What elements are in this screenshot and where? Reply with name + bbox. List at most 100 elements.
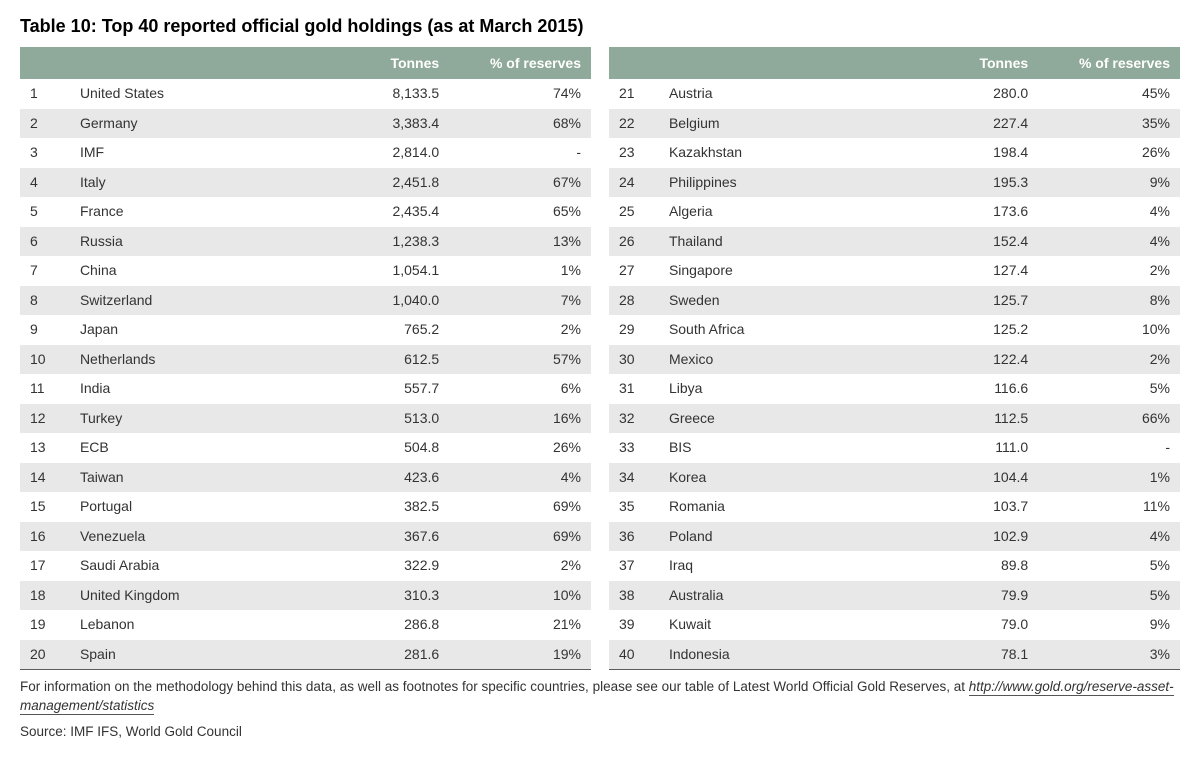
footnote-text: For information on the methodology behin… xyxy=(20,679,969,694)
cell-tonnes: 1,040.0 xyxy=(319,286,449,316)
cell-rank: 27 xyxy=(609,256,659,286)
cell-pct: 2% xyxy=(1038,256,1180,286)
table-row: 14Taiwan423.64% xyxy=(20,463,591,493)
cell-pct: 11% xyxy=(1038,492,1180,522)
cell-pct: - xyxy=(449,138,591,168)
table-row: 32Greece112.566% xyxy=(609,404,1180,434)
table-row: 10Netherlands612.557% xyxy=(20,345,591,375)
cell-pct: 1% xyxy=(1038,463,1180,493)
cell-rank: 26 xyxy=(609,227,659,257)
cell-rank: 18 xyxy=(20,581,70,611)
table-row: 7China1,054.11% xyxy=(20,256,591,286)
cell-name: ECB xyxy=(70,433,319,463)
cell-pct: 69% xyxy=(449,522,591,552)
cell-name: Poland xyxy=(659,522,908,552)
cell-tonnes: 127.4 xyxy=(908,256,1038,286)
cell-tonnes: 79.9 xyxy=(908,581,1038,611)
cell-rank: 15 xyxy=(20,492,70,522)
cell-name: BIS xyxy=(659,433,908,463)
cell-pct: 2% xyxy=(1038,345,1180,375)
footnote: For information on the methodology behin… xyxy=(20,678,1180,716)
cell-name: South Africa xyxy=(659,315,908,345)
cell-pct: 19% xyxy=(449,640,591,670)
cell-pct: 26% xyxy=(449,433,591,463)
gold-holdings-table-left: Tonnes % of reserves 1United States8,133… xyxy=(20,47,591,670)
cell-tonnes: 79.0 xyxy=(908,610,1038,640)
table-title: Table 10: Top 40 reported official gold … xyxy=(20,16,1180,37)
cell-rank: 10 xyxy=(20,345,70,375)
cell-pct: 2% xyxy=(449,315,591,345)
cell-tonnes: 612.5 xyxy=(319,345,449,375)
cell-name: Portugal xyxy=(70,492,319,522)
cell-rank: 29 xyxy=(609,315,659,345)
cell-rank: 17 xyxy=(20,551,70,581)
table-row: 16Venezuela367.669% xyxy=(20,522,591,552)
table-row: 5France2,435.465% xyxy=(20,197,591,227)
cell-tonnes: 504.8 xyxy=(319,433,449,463)
cell-tonnes: 112.5 xyxy=(908,404,1038,434)
table-row: 28Sweden125.78% xyxy=(609,286,1180,316)
cell-rank: 7 xyxy=(20,256,70,286)
cell-name: Venezuela xyxy=(70,522,319,552)
cell-rank: 4 xyxy=(20,168,70,198)
cell-name: Singapore xyxy=(659,256,908,286)
cell-rank: 39 xyxy=(609,610,659,640)
cell-tonnes: 122.4 xyxy=(908,345,1038,375)
cell-pct: 74% xyxy=(449,79,591,109)
cell-tonnes: 195.3 xyxy=(908,168,1038,198)
cell-tonnes: 382.5 xyxy=(319,492,449,522)
cell-pct: 4% xyxy=(1038,197,1180,227)
cell-tonnes: 1,238.3 xyxy=(319,227,449,257)
cell-pct: 66% xyxy=(1038,404,1180,434)
cell-name: Australia xyxy=(659,581,908,611)
table-row: 12Turkey513.016% xyxy=(20,404,591,434)
cell-name: Japan xyxy=(70,315,319,345)
cell-pct: 5% xyxy=(1038,551,1180,581)
cell-tonnes: 173.6 xyxy=(908,197,1038,227)
table-row: 22Belgium227.435% xyxy=(609,109,1180,139)
cell-name: Spain xyxy=(70,640,319,670)
table-row: 31Libya116.65% xyxy=(609,374,1180,404)
cell-tonnes: 281.6 xyxy=(319,640,449,670)
table-row: 26Thailand152.44% xyxy=(609,227,1180,257)
table-row: 36Poland102.94% xyxy=(609,522,1180,552)
cell-pct: 2% xyxy=(449,551,591,581)
cell-tonnes: 322.9 xyxy=(319,551,449,581)
cell-name: China xyxy=(70,256,319,286)
cell-name: Korea xyxy=(659,463,908,493)
cell-rank: 14 xyxy=(20,463,70,493)
cell-rank: 24 xyxy=(609,168,659,198)
cell-name: Netherlands xyxy=(70,345,319,375)
table-row: 9Japan765.22% xyxy=(20,315,591,345)
table-row: 15Portugal382.569% xyxy=(20,492,591,522)
cell-pct: 5% xyxy=(1038,374,1180,404)
cell-name: France xyxy=(70,197,319,227)
cell-name: Libya xyxy=(659,374,908,404)
cell-name: Philippines xyxy=(659,168,908,198)
cell-name: Saudi Arabia xyxy=(70,551,319,581)
cell-name: Greece xyxy=(659,404,908,434)
cell-tonnes: 2,435.4 xyxy=(319,197,449,227)
source-line: Source: IMF IFS, World Gold Council xyxy=(20,724,1180,739)
cell-rank: 32 xyxy=(609,404,659,434)
cell-rank: 34 xyxy=(609,463,659,493)
cell-name: Mexico xyxy=(659,345,908,375)
cell-rank: 36 xyxy=(609,522,659,552)
cell-name: Thailand xyxy=(659,227,908,257)
cell-rank: 37 xyxy=(609,551,659,581)
cell-pct: 4% xyxy=(1038,522,1180,552)
tables-container: Tonnes % of reserves 1United States8,133… xyxy=(20,47,1180,670)
col-header-name xyxy=(659,47,908,79)
cell-pct: - xyxy=(1038,433,1180,463)
cell-pct: 1% xyxy=(449,256,591,286)
cell-name: Switzerland xyxy=(70,286,319,316)
cell-tonnes: 104.4 xyxy=(908,463,1038,493)
cell-rank: 19 xyxy=(20,610,70,640)
table-row: 30Mexico122.42% xyxy=(609,345,1180,375)
table-row: 33BIS111.0- xyxy=(609,433,1180,463)
cell-rank: 12 xyxy=(20,404,70,434)
cell-rank: 35 xyxy=(609,492,659,522)
cell-name: Iraq xyxy=(659,551,908,581)
table-row: 11India557.76% xyxy=(20,374,591,404)
table-row: 19Lebanon286.821% xyxy=(20,610,591,640)
